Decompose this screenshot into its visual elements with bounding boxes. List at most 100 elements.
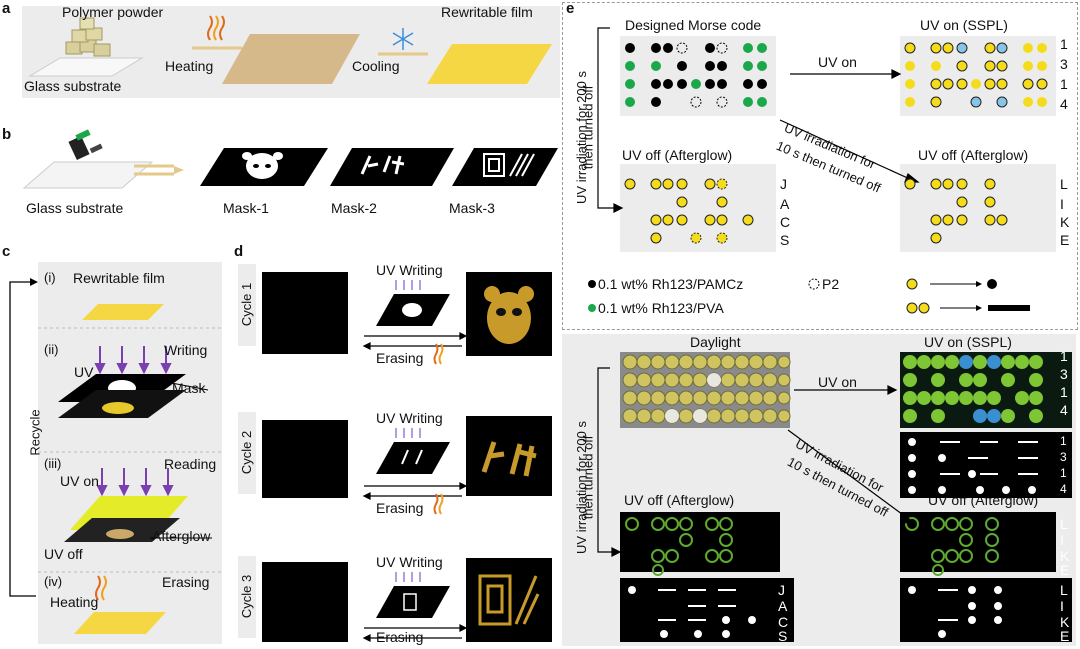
recycle-label: Recycle bbox=[27, 409, 43, 456]
f-afterglow-left-title: UV off (Afterglow) bbox=[624, 492, 735, 508]
f-digit-2: 3 bbox=[1060, 366, 1068, 382]
polymer-powder-pile bbox=[65, 17, 111, 57]
panel-d-arrows bbox=[362, 280, 466, 642]
panel-e-frame bbox=[562, 2, 1078, 330]
e-digit-1: 1 bbox=[1060, 36, 1068, 52]
rewritable-film-label: Rewritable film bbox=[441, 4, 533, 20]
e-uv-on-arrow-label: UV on bbox=[818, 54, 857, 70]
panel-label-b: b bbox=[2, 126, 12, 143]
legend-symbols bbox=[588, 278, 1030, 314]
uv-arrows-writing bbox=[94, 346, 172, 375]
sspl-photo bbox=[900, 352, 1072, 428]
f-like-photo-l: L bbox=[1060, 516, 1068, 532]
panel-c-background bbox=[38, 262, 222, 644]
uv-arrows-reading bbox=[96, 468, 174, 497]
e-jacs-c: C bbox=[780, 214, 791, 230]
e-jacs-j: J bbox=[780, 176, 787, 192]
f-strip-digit-4: 4 bbox=[1060, 482, 1067, 496]
cycle-3-blank-film bbox=[262, 562, 348, 642]
step-i-label: Rewritable film bbox=[73, 270, 165, 286]
step-ii-num: (ii) bbox=[44, 342, 59, 357]
cycle-3-written-film bbox=[466, 558, 552, 642]
panel-label-a: a bbox=[2, 0, 11, 17]
glass-substrate-label: Glass substrate bbox=[24, 78, 122, 94]
morse-afterglow-right-dots bbox=[904, 178, 1008, 244]
step-ii-mask: Mask bbox=[172, 380, 206, 396]
uv-writing-label-2: UV Writing bbox=[376, 410, 443, 426]
e-like-k: K bbox=[1060, 214, 1070, 230]
panel-c-illustration bbox=[9, 278, 222, 634]
f-like-strip-i: I bbox=[1060, 598, 1064, 614]
cycle-1-written-film bbox=[466, 272, 552, 356]
f-strip-digit-3: 1 bbox=[1060, 466, 1067, 480]
panel-f-diagram bbox=[597, 352, 1072, 642]
f-jacs-c: C bbox=[778, 614, 789, 630]
cycle-2-blank-film bbox=[262, 420, 348, 498]
e-digit-3: 1 bbox=[1060, 76, 1068, 92]
cooling-label: Cooling bbox=[352, 58, 400, 74]
f-like-strip-k: K bbox=[1060, 614, 1070, 630]
step-i-num: (i) bbox=[44, 270, 56, 285]
f-like-photo-e: E bbox=[1060, 562, 1070, 578]
designed-morse-title: Designed Morse code bbox=[625, 17, 762, 33]
cycle-1-label: Cycle 1 bbox=[239, 282, 255, 327]
heating-label: Heating bbox=[165, 58, 214, 74]
e-digit-4: 4 bbox=[1060, 96, 1068, 112]
f-digit-3: 1 bbox=[1060, 384, 1068, 400]
step-iii-num: (iii) bbox=[44, 456, 62, 471]
cycle-2-written-film bbox=[466, 416, 552, 496]
mask-1-label: Mask-1 bbox=[223, 200, 269, 216]
afterglow-right-photo bbox=[900, 512, 1056, 576]
f-digit-4: 4 bbox=[1060, 402, 1068, 418]
f-like-photo-k: K bbox=[1060, 548, 1070, 564]
panel-a-illustration bbox=[28, 15, 552, 84]
cycle-3-tab bbox=[238, 556, 256, 638]
erasing-label-2: Erasing bbox=[376, 500, 424, 516]
mask-2-image bbox=[330, 148, 454, 186]
daylight-photo bbox=[620, 352, 791, 428]
e-digit-2: 3 bbox=[1060, 56, 1068, 72]
step-ii-label: Writing bbox=[164, 342, 208, 358]
panel-b-illustration bbox=[22, 129, 558, 189]
f-uv-on-sspl-title: UV on (SSPL) bbox=[924, 334, 1012, 350]
e-like-l: L bbox=[1060, 176, 1068, 192]
panel-e-diagram bbox=[588, 27, 1048, 314]
f-jacs-j: J bbox=[778, 582, 785, 598]
step-iv-label: Erasing bbox=[162, 574, 210, 590]
morse-sspl-dots bbox=[904, 42, 1048, 108]
cycle-2-label: Cycle 2 bbox=[239, 430, 255, 475]
f-jacs-s: S bbox=[778, 628, 788, 644]
f-digit-1: 1 bbox=[1060, 348, 1068, 364]
f-like-strip-l: L bbox=[1060, 582, 1068, 598]
panel-label-d: d bbox=[234, 243, 244, 260]
e-afterglow-right-title: UV off (Afterglow) bbox=[918, 147, 1029, 163]
step-iii-uvoff: UV off bbox=[44, 546, 83, 562]
erasing-label-3: Erasing bbox=[376, 629, 424, 645]
cycle-1-blank-film bbox=[262, 272, 348, 354]
e-uv-on-sspl-title: UV on (SSPL) bbox=[920, 17, 1008, 33]
step-iii-afterglow: Afterglow bbox=[152, 528, 211, 544]
f-strip-digit-2: 3 bbox=[1060, 450, 1067, 464]
step-iv-num: (iv) bbox=[44, 574, 63, 589]
cycle-2-tab bbox=[238, 412, 256, 494]
morse-designed-dots bbox=[625, 42, 767, 108]
e-afterglow-left-title: UV off (Afterglow) bbox=[622, 147, 733, 163]
polymer-powder-label: Polymer powder bbox=[62, 4, 164, 20]
afterglow-left-photo bbox=[620, 512, 780, 576]
step-iv-heating: Heating bbox=[50, 594, 99, 610]
glass-substrate-label-b: Glass substrate bbox=[26, 200, 124, 216]
cycle-3-label: Cycle 3 bbox=[239, 574, 255, 619]
f-like-photo-i: I bbox=[1060, 532, 1064, 548]
step-ii-uv: UV bbox=[74, 364, 94, 380]
f-like-strip-e: E bbox=[1060, 628, 1070, 644]
panel-label-c: c bbox=[2, 243, 11, 260]
step-iii-uvon: UV on bbox=[60, 473, 99, 489]
cycle-1-tab bbox=[238, 264, 256, 346]
legend-rh-pamcz: 0.1 wt% Rh123/PAMCz bbox=[598, 276, 744, 292]
e-like-i: I bbox=[1060, 196, 1064, 212]
afterglow-right-morse-strip bbox=[900, 578, 1072, 642]
legend-rh-pva: 0.1 wt% Rh123/PVA bbox=[598, 300, 724, 316]
afterglow-left-morse-strip bbox=[620, 578, 794, 642]
legend-p2: P2 bbox=[822, 276, 840, 292]
uv-lamp-icon bbox=[68, 129, 103, 161]
